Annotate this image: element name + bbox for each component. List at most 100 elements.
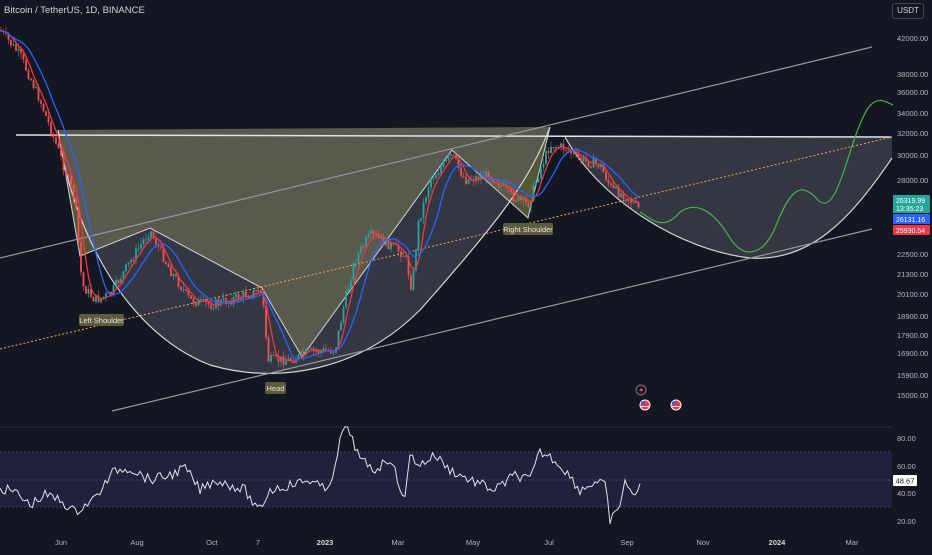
candle-body bbox=[142, 239, 145, 244]
candle-body bbox=[290, 358, 292, 361]
symbol-title[interactable]: Bitcoin / TetherUS, 1D, BINANCE bbox=[4, 5, 145, 16]
candle-body bbox=[365, 237, 367, 247]
rsi-axis[interactable]: 80.00 60.00 40.00 20.00 bbox=[897, 434, 916, 526]
candle-body bbox=[150, 231, 152, 238]
candle-body bbox=[387, 238, 390, 250]
candle-body bbox=[340, 322, 342, 331]
label-right-shoulder[interactable]: Right Shoulder bbox=[503, 223, 553, 235]
candle-body bbox=[30, 78, 32, 81]
candle-body bbox=[532, 184, 535, 201]
candle-body bbox=[137, 248, 140, 250]
lightning-event-icon[interactable] bbox=[635, 384, 647, 396]
candle-body bbox=[122, 271, 125, 279]
candle-body bbox=[630, 200, 632, 203]
us-flag-event-icon[interactable] bbox=[639, 399, 651, 411]
candle-body bbox=[7, 33, 10, 40]
candle-body bbox=[255, 289, 257, 291]
candle-body bbox=[417, 220, 420, 250]
candle-body bbox=[407, 256, 410, 276]
candle-body bbox=[542, 163, 545, 168]
candle-body bbox=[192, 298, 195, 304]
candle-body bbox=[537, 178, 540, 183]
candle-body bbox=[112, 285, 115, 295]
hs-outline[interactable] bbox=[57, 126, 551, 358]
candle-body bbox=[405, 255, 407, 257]
candle-body bbox=[460, 167, 462, 176]
candle-body bbox=[585, 157, 587, 162]
cup-bowl-left[interactable] bbox=[58, 127, 550, 374]
candle-body bbox=[427, 187, 430, 198]
candle-body bbox=[322, 348, 325, 351]
channel-upper-line[interactable] bbox=[0, 46, 873, 259]
candle-body bbox=[272, 355, 275, 357]
candle-body bbox=[310, 348, 312, 350]
rsi-value-text: 48.67 bbox=[896, 477, 915, 486]
candle-body bbox=[442, 161, 445, 168]
price-tag: 26319.99 bbox=[893, 195, 930, 205]
candle-body bbox=[380, 236, 382, 239]
price-axis[interactable]: 42000.00 38000.00 36000.00 34000.00 32000.00… bbox=[897, 34, 928, 400]
candle-body bbox=[372, 230, 375, 235]
candle-body bbox=[450, 154, 452, 156]
price-tag-text: 26131.16 bbox=[896, 217, 925, 224]
candle-body bbox=[77, 207, 80, 242]
candle-body bbox=[437, 173, 440, 176]
candle-body bbox=[617, 186, 620, 198]
cup-bowl-right[interactable] bbox=[565, 137, 892, 259]
candle-body bbox=[237, 294, 240, 300]
candle-body bbox=[250, 297, 252, 299]
candle-body bbox=[557, 146, 560, 148]
candle-body bbox=[300, 351, 302, 355]
candle-body bbox=[70, 175, 72, 186]
candle-body bbox=[607, 180, 610, 184]
label-left-shoulder[interactable]: Left Shoulder bbox=[79, 314, 124, 326]
price-projection-path[interactable] bbox=[639, 99, 894, 253]
currency-button[interactable]: USDT bbox=[892, 3, 924, 19]
candle-body bbox=[202, 298, 205, 300]
time-axis[interactable]: Jun Aug Oct 7 2023 Mar May Jul Sep Nov 2024 Mar bbox=[55, 538, 859, 547]
price-tick-label: 28000.00 bbox=[897, 176, 928, 185]
channel-mid-line[interactable] bbox=[0, 136, 893, 350]
candle-body bbox=[42, 103, 45, 112]
price-tick-label: 15000.00 bbox=[897, 391, 928, 400]
candle-body bbox=[130, 259, 132, 263]
candle-body bbox=[65, 170, 67, 176]
candle-body bbox=[625, 199, 627, 201]
price-tick-label: 21300.00 bbox=[897, 270, 928, 279]
neckline[interactable] bbox=[15, 134, 893, 138]
candle-body bbox=[440, 167, 442, 174]
candle-body bbox=[422, 202, 425, 219]
candle-body bbox=[145, 239, 147, 241]
candle-body bbox=[55, 137, 57, 144]
candle-body bbox=[285, 360, 287, 365]
ma-blue-line[interactable] bbox=[0, 30, 639, 361]
candle-body bbox=[27, 70, 30, 79]
cup-curve-left[interactable] bbox=[57, 126, 551, 374]
ma-red-line[interactable] bbox=[0, 30, 639, 363]
candle-body bbox=[500, 185, 502, 187]
rsi-line[interactable] bbox=[0, 426, 641, 524]
candle-body bbox=[580, 157, 582, 162]
candle-body bbox=[552, 146, 555, 149]
candle-body bbox=[587, 161, 590, 167]
candle-body bbox=[317, 351, 320, 354]
channel-lower-line[interactable] bbox=[111, 228, 873, 412]
us-flag-event-icon-2[interactable] bbox=[670, 399, 682, 411]
candle-body bbox=[415, 249, 417, 271]
rsi-tick-label: 80.00 bbox=[897, 434, 916, 443]
price-tick-label: 20100.00 bbox=[897, 290, 928, 299]
candle-body bbox=[210, 304, 212, 309]
rsi-tick-label: 40.00 bbox=[897, 489, 916, 498]
candle-body bbox=[480, 175, 482, 180]
candle-body bbox=[320, 350, 322, 354]
candle-body bbox=[530, 200, 532, 208]
candle-body bbox=[45, 111, 47, 117]
candle-body bbox=[572, 152, 575, 154]
label-head[interactable]: Head bbox=[265, 382, 286, 394]
candle-body bbox=[297, 354, 300, 360]
candle-body bbox=[257, 290, 260, 293]
price-tick-label: 36000.00 bbox=[897, 88, 928, 97]
